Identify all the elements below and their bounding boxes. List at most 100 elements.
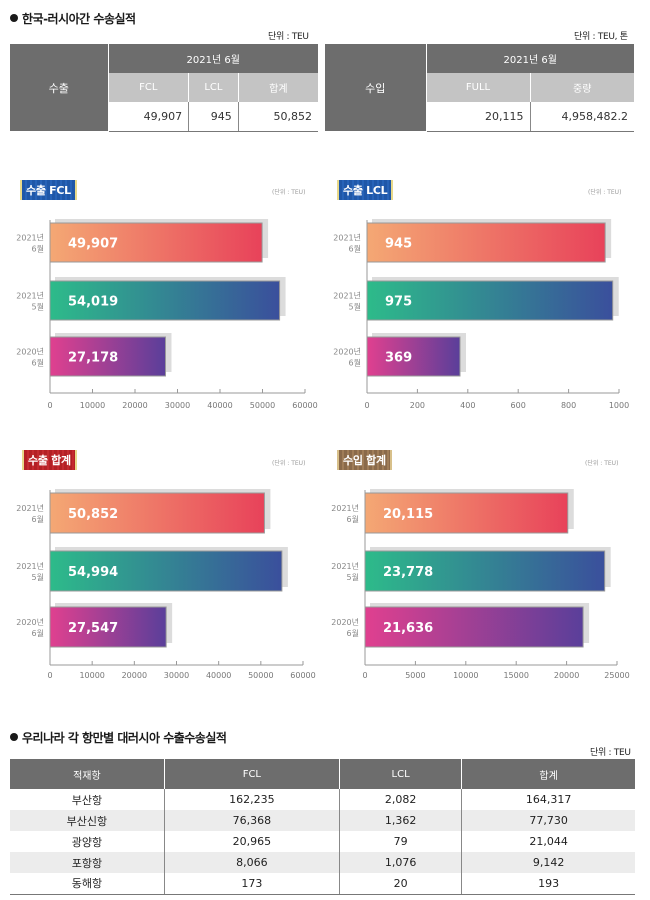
- import-unit-label: 단위 : TEU, 톤: [574, 32, 628, 42]
- chart-unit-export-fcl: (단위 : TEU): [272, 189, 306, 196]
- bar-value-label: 27,178: [68, 351, 118, 366]
- x-tick-label: 30000: [165, 401, 190, 410]
- port-lcl: 1,362: [339, 810, 463, 831]
- port-fcl: 173: [164, 873, 340, 895]
- x-tick-label: 10000: [79, 671, 104, 680]
- ports-header-fcl: FCL: [164, 759, 340, 789]
- category-label-month: 5월: [32, 302, 44, 312]
- category-label-year: 2021년: [331, 503, 359, 513]
- bar: [49, 550, 283, 592]
- x-tick-label: 0: [362, 671, 367, 680]
- bar-value-label: 23,778: [383, 565, 433, 580]
- table-row: 부산신항 76,368 1,362 77,730: [10, 810, 635, 831]
- bar: [49, 336, 167, 377]
- export-value-lcl: 945: [188, 102, 239, 132]
- category-label-month: 6월: [349, 358, 361, 368]
- port-lcl: 2,082: [339, 789, 463, 810]
- bar-value-label: 945: [385, 237, 412, 252]
- port-total: 193: [461, 873, 635, 895]
- export-period: 2021년 6월: [108, 44, 318, 73]
- port-fcl: 20,965: [164, 831, 340, 852]
- bar-value-label: 369: [385, 351, 412, 366]
- import-col-weight: 중량: [530, 73, 634, 102]
- port-total: 164,317: [525, 793, 572, 806]
- category-label-month: 6월: [347, 628, 359, 638]
- port-total: 9,142: [461, 852, 635, 873]
- x-tick-label: 10000: [80, 401, 105, 410]
- x-tick-label: 200: [410, 401, 425, 410]
- port-lcl: 20: [339, 873, 463, 895]
- category-label-month: 6월: [32, 358, 44, 368]
- chart-badge-import-total: 수입 합계: [337, 450, 392, 470]
- x-tick-label: 60000: [290, 671, 315, 680]
- category-label-month: 5월: [347, 572, 359, 582]
- ports-header-total: 합계: [461, 759, 635, 789]
- x-tick-label: 50000: [250, 401, 275, 410]
- port-lcl: 1,076: [339, 852, 463, 873]
- category-label-month: 5월: [32, 572, 44, 582]
- export-col-lcl: LCL: [188, 73, 239, 102]
- bar-value-label: 21,636: [383, 621, 433, 636]
- table-row: 광양항 20,965 79 21,044: [10, 831, 635, 852]
- x-tick-label: 15000: [503, 671, 528, 680]
- category-label-year: 2021년: [16, 291, 44, 301]
- bar-value-label: 50,852: [68, 507, 118, 522]
- category-label-year: 2020년: [333, 347, 361, 357]
- category-label-month: 6월: [32, 244, 44, 254]
- x-tick-label: 1000: [609, 401, 629, 410]
- category-label-year: 2020년: [16, 347, 44, 357]
- section-title-text: 한국-러시아간 수송실적: [22, 12, 136, 26]
- chart-unit-export-total: (단위 : TEU): [272, 460, 306, 467]
- export-value-total: 50,852: [238, 102, 318, 132]
- x-tick-label: 0: [364, 401, 369, 410]
- export-summary-table: 수출 2021년 6월 FCL LCL 합계 49,907 945 50,852: [10, 44, 318, 132]
- category-label-month: 6월: [32, 514, 44, 524]
- import-row-label: 수입: [325, 44, 427, 131]
- category-label-month: 6월: [347, 514, 359, 524]
- bar: [364, 550, 606, 592]
- bar: [364, 492, 569, 534]
- import-period: 2021년 6월: [426, 44, 634, 73]
- export-unit-label: 단위 : TEU: [268, 32, 309, 42]
- export-col-total: 합계: [238, 73, 318, 102]
- x-tick-label: 20000: [554, 671, 579, 680]
- port-name: 부산항: [10, 789, 165, 810]
- category-label-year: 2021년: [333, 233, 361, 243]
- bar-value-label: 49,907: [68, 237, 118, 252]
- category-label-year: 2020년: [331, 617, 359, 627]
- ports-header-lcl: LCL: [339, 759, 463, 789]
- x-tick-label: 0: [47, 401, 52, 410]
- x-tick-label: 0: [47, 671, 52, 680]
- ports-unit-label: 단위 : TEU: [590, 748, 631, 758]
- category-label-year: 2021년: [16, 233, 44, 243]
- bar: [366, 222, 606, 263]
- port-total: 21,044: [529, 835, 568, 848]
- bar: [49, 606, 167, 648]
- category-label-month: 6월: [32, 628, 44, 638]
- x-tick-label: 40000: [206, 671, 231, 680]
- x-tick-label: 20000: [122, 401, 147, 410]
- category-label-year: 2020년: [16, 617, 44, 627]
- chart-export-total: 0 10000 20000 30000 40000 50000 60000 50,852 202…: [16, 489, 316, 680]
- import-summary-table: 수입 2021년 6월 FULL 중량 20,115 4,958,482.2: [325, 44, 634, 132]
- bar: [49, 280, 281, 321]
- import-value-full: 20,115: [426, 102, 531, 132]
- export-col-fcl: FCL: [108, 73, 190, 102]
- port-name: 동해항: [10, 873, 165, 895]
- ports-table: 적재항 FCL LCL 합계 부산항 162,235 2,082 164,317…: [10, 759, 635, 895]
- export-value-fcl: 49,907: [108, 102, 190, 132]
- ports-header-port: 적재항: [10, 759, 165, 789]
- port-name: 광양항: [10, 831, 165, 852]
- x-tick-label: 50000: [248, 671, 273, 680]
- chart-export-lcl: 0 200 400 600 800 10009452021년6월9752021년5월369…: [333, 219, 629, 410]
- port-total: 77,730: [461, 810, 635, 831]
- port-fcl: 8,066: [164, 852, 340, 873]
- section-title-russia-transport: 한국-러시아간 수송실적: [10, 10, 136, 27]
- bar: [49, 222, 263, 263]
- bar-value-label: 975: [385, 295, 412, 310]
- x-tick-label: 10000: [453, 671, 478, 680]
- category-label-month: 5월: [349, 302, 361, 312]
- chart-badge-export-fcl: 수출 FCL: [20, 180, 77, 200]
- x-tick-label: 600: [511, 401, 526, 410]
- bar-value-label: 54,994: [68, 565, 118, 580]
